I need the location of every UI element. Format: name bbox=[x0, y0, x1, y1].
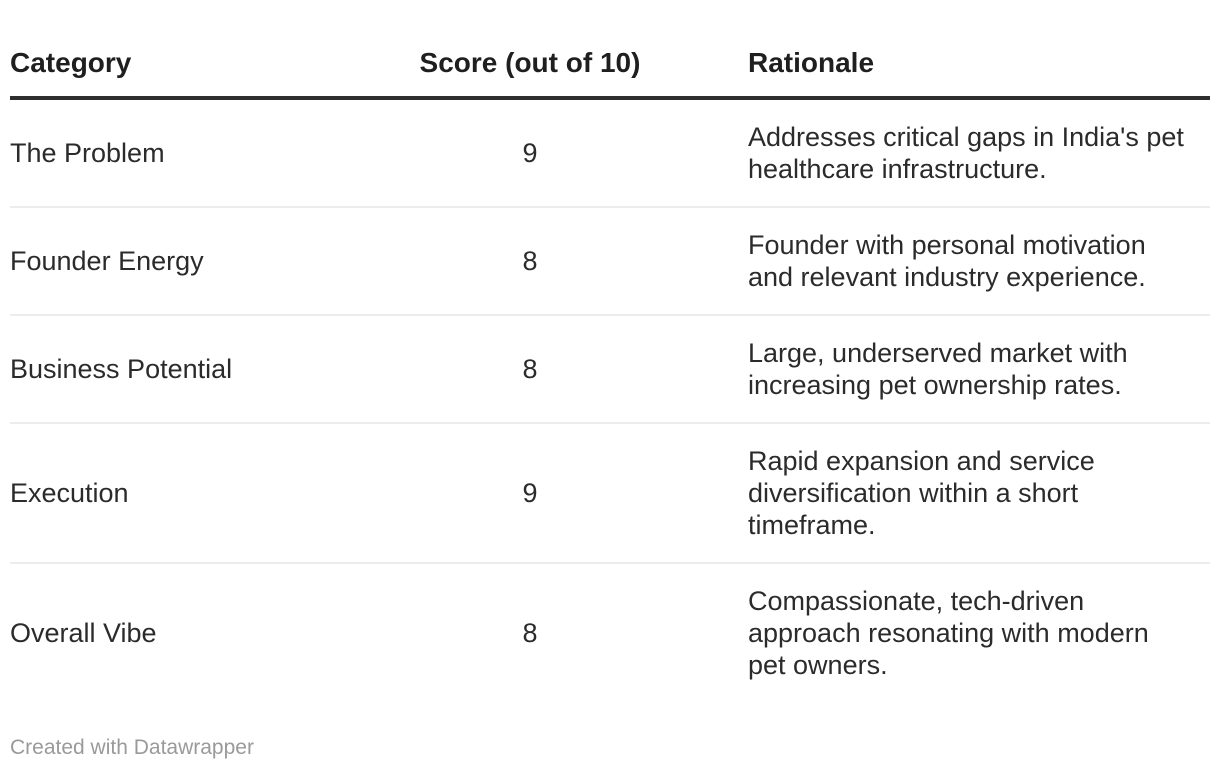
cell-score: 9 bbox=[312, 423, 748, 564]
cell-score: 8 bbox=[312, 207, 748, 316]
table-header: Category Score (out of 10) Rationale bbox=[10, 0, 1210, 100]
datawrapper-credit-link[interactable]: Created with Datawrapper bbox=[10, 736, 254, 759]
cell-rationale: Founder with personal motivation and rel… bbox=[748, 207, 1210, 316]
cell-category: Execution bbox=[10, 423, 312, 564]
cell-category: The Problem bbox=[10, 98, 312, 208]
scores-table: Category Score (out of 10) Rationale The… bbox=[10, 0, 1210, 702]
cell-category: Overall Vibe bbox=[10, 618, 157, 648]
column-header-score: Score (out of 10) bbox=[312, 0, 748, 100]
cell-rationale: Rapid expansion and service diversificat… bbox=[748, 423, 1210, 564]
table-row: Execution 9 Rapid expansion and service … bbox=[10, 423, 1210, 564]
cell-category: Founder Energy bbox=[10, 207, 312, 316]
column-header-rationale: Rationale bbox=[748, 0, 1210, 100]
table-row: The Problem 9 Addresses critical gaps in… bbox=[10, 98, 1210, 208]
table-body: The Problem 9 Addresses critical gaps in… bbox=[10, 98, 1210, 702]
table-row: Business Potential 8 Large, underserved … bbox=[10, 315, 1210, 424]
header-row: Category Score (out of 10) Rationale bbox=[10, 0, 1210, 100]
table-row: Founder Energy 8 Founder with personal m… bbox=[10, 207, 1210, 316]
column-header-category: Category bbox=[10, 0, 312, 100]
chart-footer: Created with Datawrapper bbox=[10, 736, 1210, 760]
cell-category: Business Potential bbox=[10, 315, 312, 424]
cell-rationale: Compassionate, tech-driven approach reso… bbox=[748, 586, 1149, 680]
cell-score: 8 bbox=[312, 315, 748, 424]
table-row: Overall Vibe 8 Compassionate, tech-drive… bbox=[10, 563, 1210, 702]
cell-score: 9 bbox=[312, 98, 748, 208]
cell-rationale: Addresses critical gaps in India's pet h… bbox=[748, 98, 1210, 208]
cell-rationale: Large, underserved market with increasin… bbox=[748, 315, 1210, 424]
cell-score: 8 bbox=[522, 618, 538, 648]
